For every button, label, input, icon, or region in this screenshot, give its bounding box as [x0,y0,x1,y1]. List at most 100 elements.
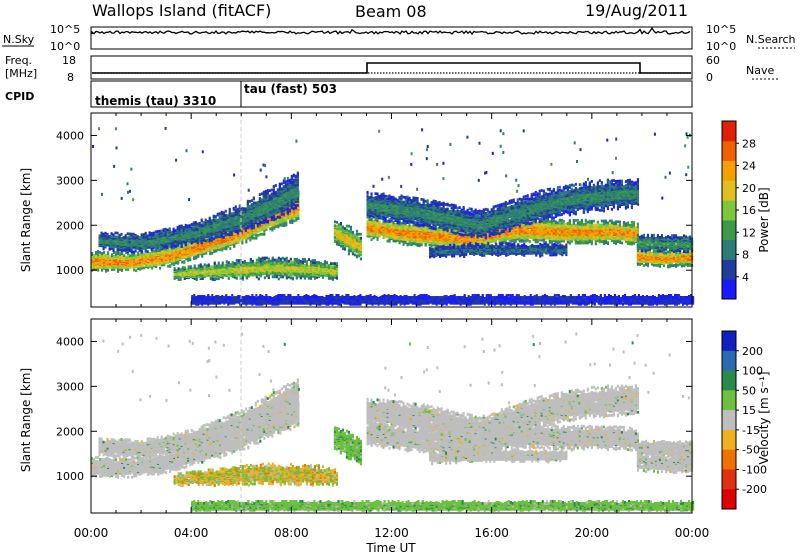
echo-cell [165,231,167,234]
echo-cell [232,261,234,264]
echo-cell [195,221,197,224]
echo-cell [306,260,308,263]
echo-cell [268,258,270,261]
echo-cell [295,179,297,182]
echo-cell [174,267,176,270]
echo-cell [177,226,179,229]
echo-cell [121,249,123,252]
echo-cell [282,276,284,279]
echo-cell [115,232,117,235]
echo-cell [249,200,251,203]
echo-cell [239,204,241,207]
echo-cell [281,187,283,190]
echo-cell [145,236,147,239]
echo-cell [285,222,287,225]
echo-cell [257,223,259,226]
echo-cell [316,261,318,264]
echo-cell [258,278,260,281]
echo-cell [131,253,133,256]
echo-cell [219,248,221,251]
freq-label: Freq. [5,54,32,67]
echo-cell [261,233,263,236]
echo-cell [201,219,203,222]
echo-cell [196,267,198,270]
echo-cell [281,182,283,185]
echo-cell [261,192,263,195]
echo-cell [105,235,107,238]
echo-cell [145,263,147,266]
echo-cell [149,231,151,234]
cpid-panel: CPID themis (tau) 3310 tau (fast) 503 [5,81,692,108]
echo-cell [210,265,212,268]
echo-cell [187,225,189,228]
echo-cell [334,265,336,268]
echo-cell [263,230,265,233]
echo-cell [135,250,137,253]
echo-cell [216,277,218,280]
echo-cell [202,277,204,280]
echo-cell [141,233,143,236]
echo-cell [173,228,175,231]
echo-cell [342,226,344,229]
echo-cell [287,183,289,186]
echo-cell [107,251,109,254]
echo-cell [95,251,97,254]
nsky-tick-bottom: 10^0 [50,40,80,53]
echo-cell [322,263,324,266]
echo-cell [157,230,159,233]
echo-cell [191,227,193,230]
echo-cell [334,262,336,265]
cpid-label: CPID [5,90,34,103]
date-title: 19/Aug/2011 [585,1,688,20]
echo-cell [292,277,294,280]
echo-cell [262,257,264,260]
echo-cell [277,188,279,191]
echo-cell [145,232,147,235]
echo-cell [344,227,346,230]
echo-cell [291,175,293,178]
echo-cell [171,231,173,234]
echo-cell [165,257,167,260]
nsky-trace [92,28,690,34]
echo-cell [336,225,338,228]
echo-cell [283,213,285,216]
echo-cell [358,237,360,240]
echo-cell [295,204,297,207]
echo-cell [330,277,332,280]
echo-cell [340,226,342,229]
echo-cell [109,255,111,258]
echo-cell [285,183,287,186]
echo-cell [216,265,218,268]
echo-cell [159,267,161,270]
echo-cell [334,220,336,223]
echo-cell [275,218,277,221]
echo-cell [180,268,182,271]
echo-cell [183,226,185,229]
nsearch-tick-top: 10^5 [706,23,736,36]
echo-cell [191,223,193,226]
echo-cell [182,266,184,269]
echo-cell [117,232,119,235]
beam-title: Beam 08 [355,2,427,21]
echo-cell [107,269,109,272]
echo-cell [99,254,101,257]
echo-cell [237,230,239,233]
echo-cell [274,259,276,262]
echo-cell [292,261,294,264]
echo-cell [184,277,186,280]
echo-cell [249,239,251,242]
echo-cell [165,228,167,231]
echo-cell [197,223,199,226]
echo-cell [147,250,149,253]
echo-cell [287,208,289,211]
echo-cell [294,258,296,261]
echo-cell [360,237,362,240]
echo-cell [129,240,131,243]
echo-cell [273,185,275,188]
echo-cell [230,263,232,266]
echo-cell [275,184,277,187]
echo-cell [235,238,237,241]
nsky-tick-top: 10^5 [50,23,80,36]
echo-cell [113,255,115,258]
